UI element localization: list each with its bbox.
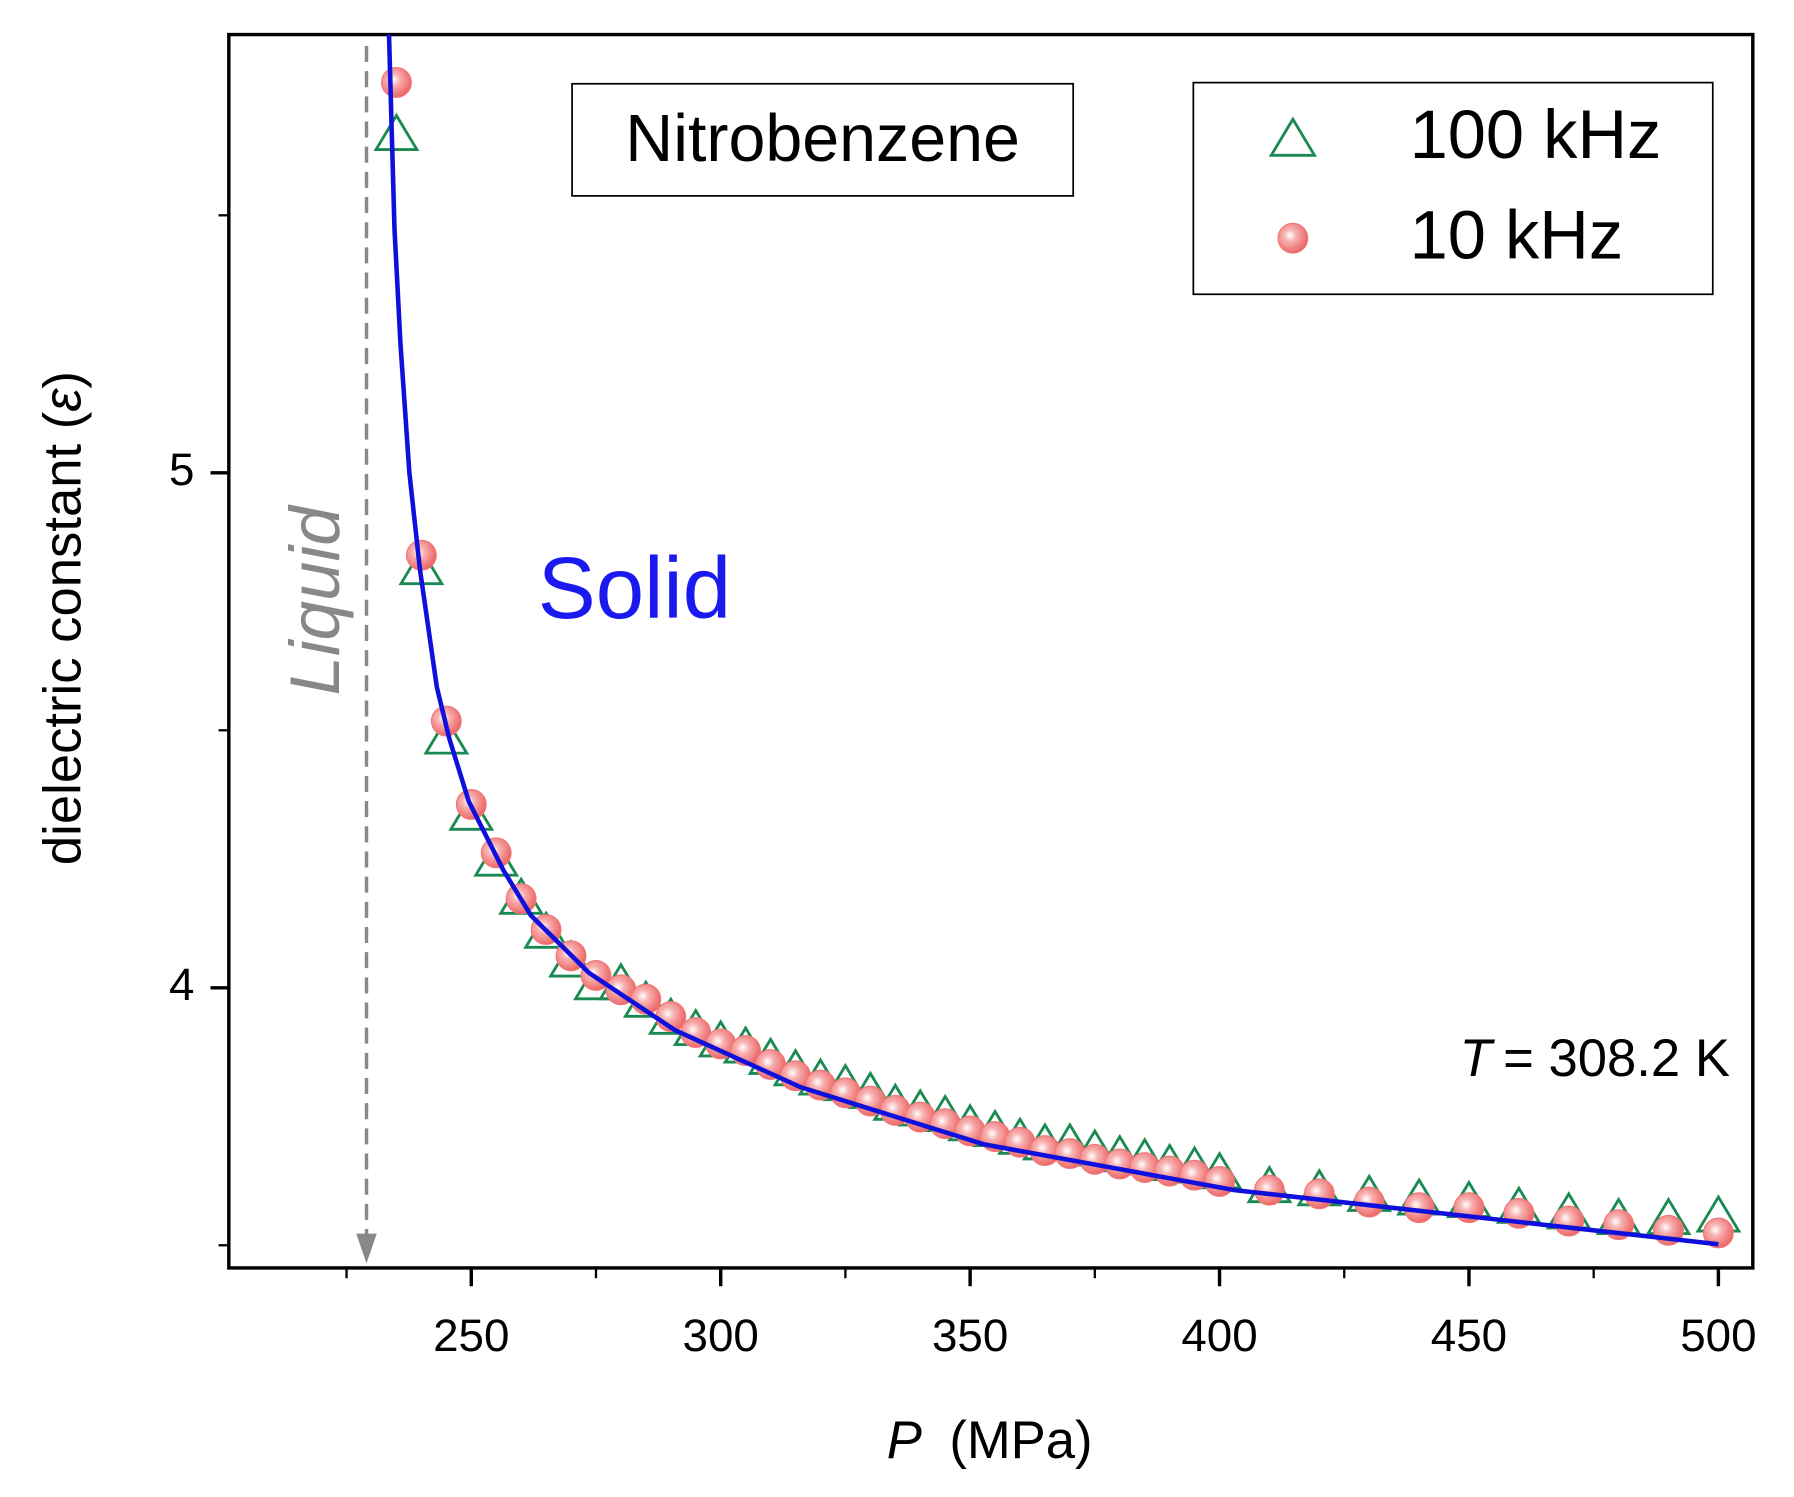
title-frame	[571, 82, 1075, 197]
solid-label: Solid	[538, 540, 731, 637]
data-point	[423, 716, 470, 755]
data-point	[1303, 1178, 1335, 1210]
temperature-label: T = 308.2 K	[1460, 1029, 1730, 1088]
x-tick-label: 350	[932, 1310, 1008, 1361]
data-point	[1253, 1174, 1285, 1206]
legend-label: 100 kHz	[1410, 96, 1662, 173]
title-box: Nitrobenzene	[571, 82, 1075, 197]
y-axis-text: dielectric constant (	[33, 411, 92, 865]
y-axis-symbol: ε	[33, 388, 92, 412]
x-axis-label: P (MPa)	[887, 1411, 1093, 1470]
y-tick-label: 5	[169, 444, 194, 495]
fit-line	[386, 34, 1719, 1247]
x-tick-label: 450	[1431, 1310, 1507, 1361]
y-tick-label: 4	[169, 959, 194, 1010]
data-point	[1702, 1217, 1734, 1249]
x-tick-label: 500	[1680, 1310, 1756, 1361]
legend-marker	[1277, 222, 1309, 254]
temperature-value: = 308.2 K	[1503, 1029, 1730, 1088]
chart-title: Nitrobenzene	[625, 102, 1020, 176]
legend-label: 10 kHz	[1410, 197, 1624, 274]
x-axis-unit: (MPa)	[949, 1411, 1092, 1470]
x-axis-var: P	[887, 1411, 922, 1470]
phase-arrow	[356, 1233, 377, 1264]
temperature-symbol: T	[1460, 1029, 1496, 1088]
data-point	[1204, 1165, 1235, 1197]
x-tick-label: 400	[1181, 1310, 1257, 1361]
legend-frame	[1192, 81, 1714, 296]
x-tick-label: 300	[683, 1310, 759, 1361]
data-point	[1553, 1205, 1585, 1237]
plot-frame	[227, 32, 1755, 1270]
y-axis-close: )	[33, 371, 92, 389]
liquid-label: Liquid	[276, 504, 355, 696]
legend-marker	[1268, 116, 1318, 157]
x-tick-label: 250	[433, 1310, 509, 1361]
y-axis-label: dielectric constant (ε)	[33, 371, 92, 865]
data-point	[380, 67, 412, 98]
data-point	[373, 112, 420, 151]
